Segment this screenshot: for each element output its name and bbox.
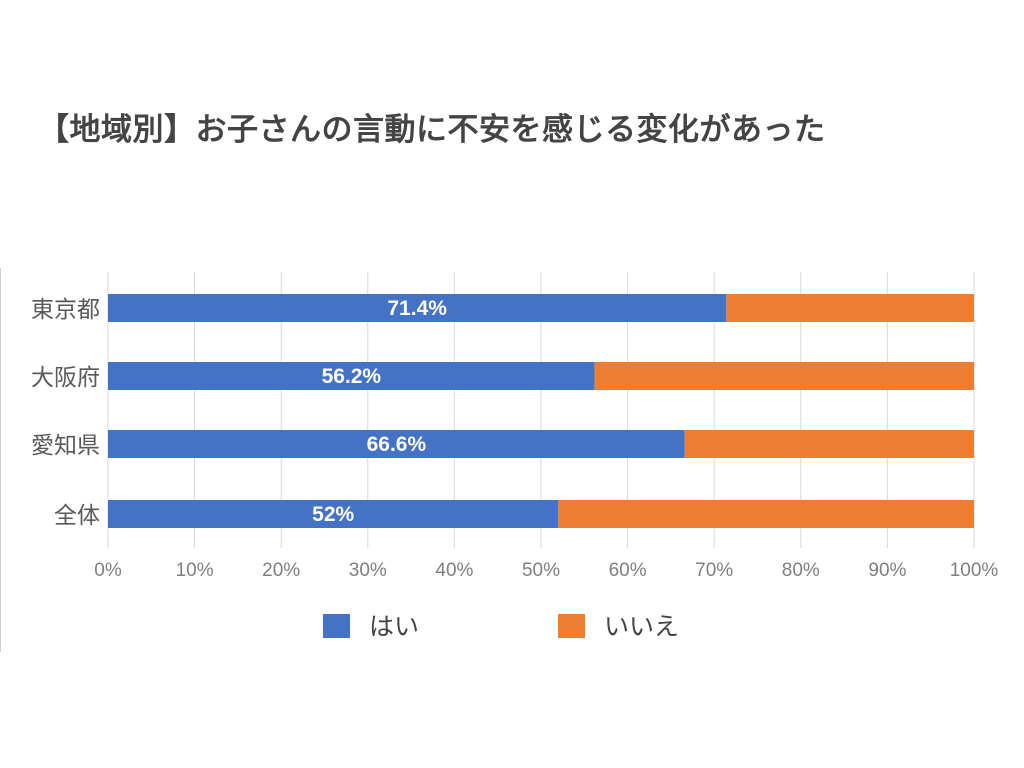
x-tick-label: 100% — [950, 560, 999, 581]
x-tick-label: 10% — [176, 560, 214, 581]
data-label: 71.4% — [387, 297, 447, 320]
legend-swatch — [558, 614, 585, 638]
data-label: 52% — [312, 503, 354, 526]
category-label: 東京都 — [31, 297, 100, 323]
bar-segment-yes — [108, 500, 559, 528]
category-label: 愛知県 — [31, 433, 100, 459]
x-tick-label: 70% — [695, 560, 733, 581]
data-label: 66.6% — [367, 433, 427, 456]
bar-segment-yes — [108, 362, 595, 390]
legend: はい いいえ — [323, 612, 679, 641]
bar-segment-yes — [108, 430, 685, 458]
data-label: 56.2% — [322, 365, 382, 388]
legend-label: はい — [369, 612, 419, 641]
x-tick-label: 60% — [609, 560, 647, 581]
category-label: 大阪府 — [31, 365, 100, 391]
x-tick-label: 50% — [522, 560, 560, 581]
legend-label: いいえ — [604, 612, 679, 641]
x-tick-label: 0% — [94, 560, 122, 581]
x-tick-label: 80% — [782, 560, 820, 581]
x-tick-label: 90% — [868, 560, 906, 581]
legend-swatch — [323, 614, 350, 638]
bar-segment-no — [726, 294, 974, 322]
chart-frame-left-edge — [0, 268, 1, 652]
bars — [108, 294, 974, 528]
chart-title: 【地域別】お子さんの言動に不安を感じる変化があった — [38, 112, 826, 148]
x-tick-label: 30% — [349, 560, 387, 581]
bar-segment-no — [684, 430, 974, 458]
bar-segment-no — [594, 362, 974, 390]
category-label: 全体 — [54, 503, 100, 529]
bar-segment-yes — [108, 294, 727, 322]
x-tick-label: 40% — [435, 560, 473, 581]
bar-labels: 71.4% 56.2% 66.6% 52% — [312, 297, 447, 526]
x-tick-label: 20% — [262, 560, 300, 581]
x-axis-ticks: 0% 10% 20% 30% 40% 50% 60% 70% 80% 90% 100% — [94, 560, 998, 581]
bar-segment-no — [558, 500, 974, 528]
